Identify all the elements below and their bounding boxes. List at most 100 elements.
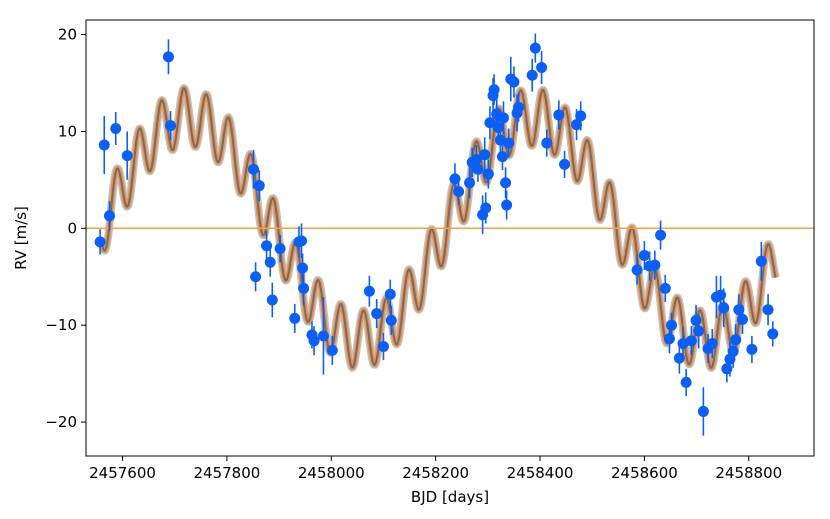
point-marker [472,163,484,175]
point-marker [162,51,174,63]
data-point [536,51,548,84]
x-tick-label: 2458600 [611,464,678,482]
data-point [649,250,661,280]
point-marker [575,110,587,122]
data-point [250,262,262,292]
data-point [298,271,310,305]
point-marker [261,240,273,252]
point-marker [253,180,265,192]
data-point [317,297,329,375]
data-point [162,39,174,75]
point-marker [297,262,309,274]
point-marker [697,405,709,417]
point-marker [733,304,745,316]
point-marker [767,328,779,340]
point-marker [296,235,308,247]
point-marker [264,256,276,268]
point-marker [649,259,661,271]
x-tick-label: 2458800 [715,464,782,482]
data-point [308,326,320,356]
data-point [500,167,512,199]
point-marker [384,288,396,300]
point-marker [250,271,262,283]
data-point [363,275,375,307]
point-marker [165,120,177,132]
data-point [685,326,697,356]
data-point [503,128,515,158]
point-marker [526,69,538,81]
data-point [110,112,122,145]
data-point [529,33,541,63]
x-axis-ticks: 2457600 2457800 2458000 2458200 2458400 24586… [89,456,782,482]
point-marker [385,314,397,326]
point-marker [680,376,692,388]
point-marker [497,112,509,124]
data-point [482,159,494,189]
point-marker [693,325,705,337]
y-axis-label: RV [m/s] [12,206,30,270]
point-marker [363,285,375,297]
point-marker [718,302,730,314]
point-marker [673,352,685,364]
point-marker [666,319,678,331]
data-point [496,143,508,171]
data-point [755,241,767,281]
point-marker [298,282,310,294]
data-point [296,223,308,259]
point-marker [559,158,571,170]
data-point [326,335,338,365]
data-point [377,332,389,361]
point-marker [371,308,383,320]
point-marker [755,255,767,267]
point-marker [470,154,482,166]
data-point [264,247,276,277]
point-marker [631,264,643,276]
x-tick-label: 2458200 [402,464,469,482]
point-marker [508,76,520,88]
data-point [484,106,496,140]
data-point [693,313,705,349]
point-marker [453,185,465,197]
data-point [94,229,106,255]
data-point [497,101,509,135]
data-point [121,131,133,180]
model-line [100,87,777,369]
point-marker [317,330,329,342]
data-point [666,312,678,338]
point-marker [659,282,671,294]
point-marker [727,345,739,357]
point-marker [479,149,491,161]
data-point [248,149,260,189]
data-point [746,335,758,363]
point-marker [98,139,110,151]
point-marker [536,61,548,73]
data-point [165,111,177,141]
data-point [541,129,553,157]
x-tick-label: 2457800 [193,464,260,482]
point-marker [529,42,541,54]
data-point [730,324,742,356]
data-point [508,66,520,98]
point-marker [248,163,260,175]
data-point [453,177,465,206]
point-marker [308,335,320,347]
point-marker [482,168,494,180]
point-marker [492,122,504,134]
data-point [737,304,749,334]
data-point [513,92,525,122]
y-axis-ticks: −20 −10 0 10 20 [45,26,86,431]
data-point [659,274,671,302]
point-marker [690,314,702,326]
point-marker [289,312,301,324]
point-marker [503,137,515,149]
point-marker [500,177,512,189]
point-marker [266,294,278,306]
data-point [261,231,273,261]
point-marker [449,173,461,185]
data-point [103,201,115,231]
data-points-group [94,33,779,436]
point-marker [571,119,583,131]
data-point [494,123,506,157]
point-marker [663,333,675,345]
